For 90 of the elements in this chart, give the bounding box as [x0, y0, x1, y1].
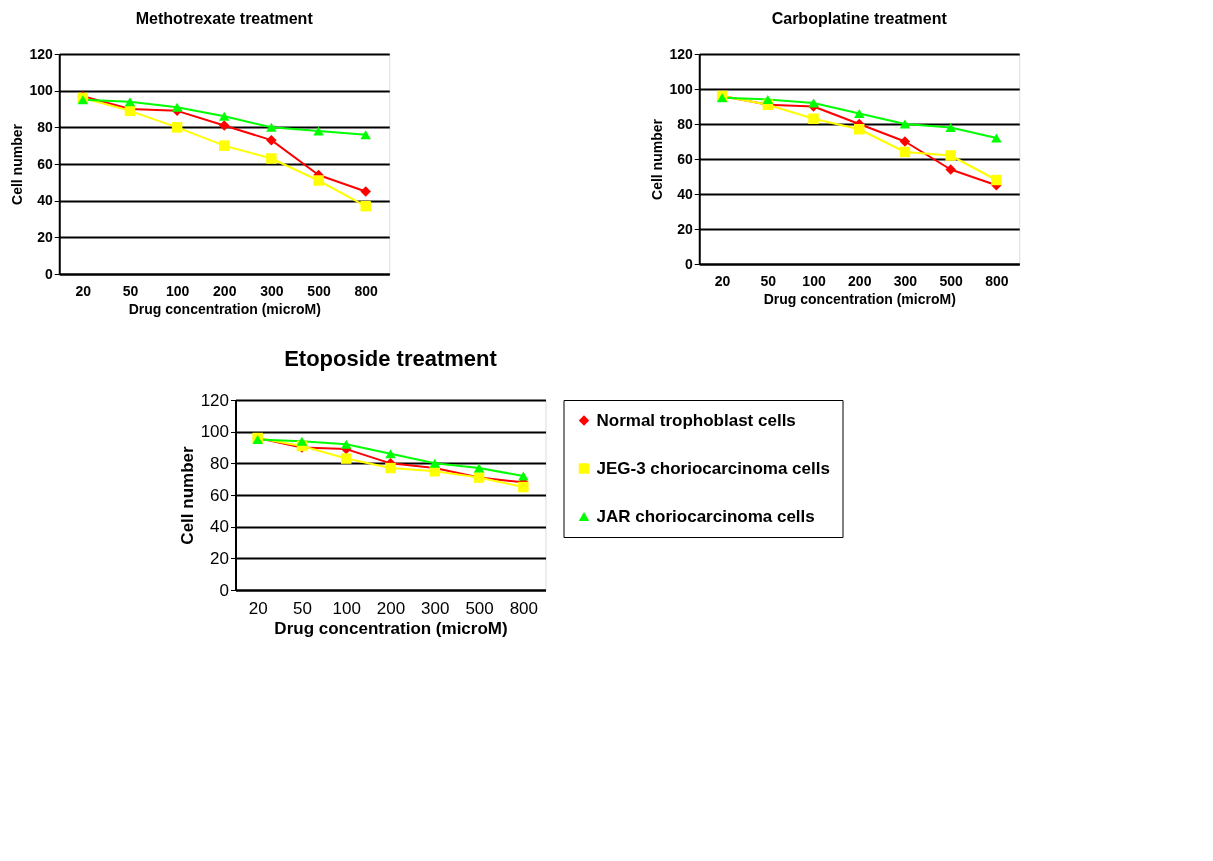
point: [219, 120, 230, 131]
point: [473, 463, 485, 473]
x-tick-label: 20: [75, 282, 92, 299]
point: [899, 146, 911, 158]
point: [991, 133, 1002, 143]
y-tick-label: 100: [669, 80, 693, 97]
point: [899, 119, 911, 129]
y-tick-label: 60: [210, 485, 229, 505]
point: [991, 174, 1002, 186]
point: [171, 122, 183, 133]
chart-title: Carboplatine treatment: [771, 10, 948, 27]
y-axis-title: Cell number: [649, 118, 666, 200]
point: [808, 98, 819, 108]
y-tick-label: 120: [29, 45, 53, 62]
y-tick-label: 20: [677, 220, 693, 237]
point: [313, 175, 324, 186]
y-axis-title: Cell number: [9, 123, 26, 205]
point: [518, 481, 529, 493]
y-tick-label: 0: [44, 265, 53, 282]
y-tick-label: 120: [669, 45, 693, 62]
y-tick-label: 80: [210, 453, 229, 473]
x-tick-label: 100: [165, 282, 190, 299]
x-tick-label: 50: [760, 272, 777, 289]
x-tick-label: 50: [292, 598, 312, 618]
y-tick-label: 0: [684, 255, 693, 272]
point: [340, 439, 352, 449]
point: [385, 462, 396, 474]
y-tick-label: 0: [219, 580, 229, 600]
x-tick-label: 200: [213, 282, 237, 299]
x-tick-label: 100: [802, 272, 826, 289]
x-axis-title: Drug concentration (microM): [128, 300, 321, 317]
point: [360, 130, 371, 140]
point: [899, 136, 911, 147]
chart-title: Etoposide treatment: [284, 346, 498, 371]
x-tick-label: 800: [509, 598, 539, 618]
y-tick-label: 40: [677, 185, 693, 202]
point: [313, 126, 324, 136]
legend-label: JEG-3 choriocarcinoma cells: [596, 458, 830, 478]
point: [945, 150, 956, 161]
y-tick-label: 100: [29, 82, 53, 99]
y-axis-title: Cell number: [177, 446, 197, 545]
point: [385, 449, 396, 459]
x-tick-label: 100: [332, 598, 361, 618]
point: [360, 200, 371, 212]
y-tick-label: 60: [37, 155, 53, 172]
point: [945, 122, 956, 133]
x-tick-label: 200: [848, 272, 872, 289]
y-tick-label: 40: [37, 192, 53, 209]
point: [945, 164, 956, 175]
point: [266, 153, 277, 164]
point: [296, 436, 308, 446]
x-tick-label: 800: [985, 272, 1009, 289]
point: [219, 111, 230, 121]
y-tick-label: 20: [210, 548, 229, 568]
x-tick-label: 50: [122, 282, 139, 299]
chart-title: Methotrexate treatment: [135, 10, 314, 27]
point: [340, 453, 352, 464]
x-tick-label: 800: [354, 282, 379, 299]
x-tick-label: 300: [421, 598, 450, 618]
point: [762, 94, 774, 105]
point: [808, 113, 819, 124]
y-tick-label: 60: [677, 150, 693, 167]
y-tick-label: 80: [677, 115, 693, 132]
y-tick-label: 80: [37, 118, 53, 135]
x-tick-label: 300: [260, 282, 284, 299]
x-tick-label: 300: [893, 272, 918, 289]
legend-label: JAR choriocarcinoma cells: [596, 506, 815, 526]
x-tick-label: 500: [465, 598, 494, 618]
point: [854, 124, 865, 135]
point: [171, 102, 183, 112]
x-tick-label: 200: [376, 598, 406, 618]
point: [518, 471, 529, 481]
y-tick-label: 40: [210, 517, 229, 537]
x-tick-label: 20: [248, 598, 268, 618]
legend-label: Normal trophoblast cells: [596, 410, 796, 430]
x-axis-title: Drug concentration (microM): [274, 618, 508, 638]
point: [854, 108, 865, 119]
x-tick-label: 20: [714, 272, 731, 289]
point: [266, 134, 277, 146]
point: [124, 97, 136, 107]
y-tick-label: 20: [37, 228, 53, 245]
y-tick-label: 100: [200, 422, 229, 442]
point: [429, 458, 441, 468]
point: [360, 186, 371, 197]
x-tick-label: 500: [939, 272, 964, 289]
point: [219, 140, 230, 151]
x-axis-title: Drug concentration (microM): [763, 290, 956, 307]
point: [266, 122, 277, 132]
x-tick-label: 500: [307, 282, 331, 299]
y-tick-label: 120: [200, 390, 229, 410]
